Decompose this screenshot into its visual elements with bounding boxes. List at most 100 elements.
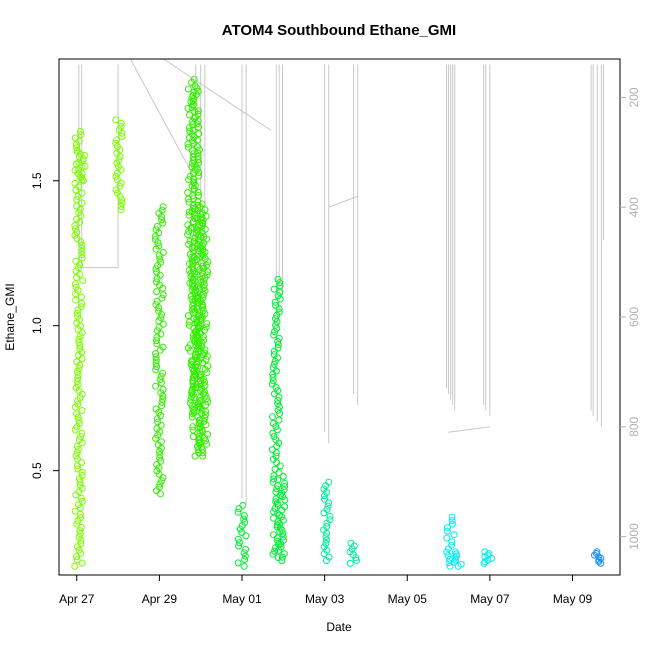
data-point xyxy=(78,429,86,437)
data-point xyxy=(198,300,206,308)
data-point xyxy=(152,301,160,309)
data-point xyxy=(485,550,493,557)
data-point xyxy=(195,123,202,131)
data-point xyxy=(273,324,281,332)
data-point xyxy=(200,290,207,298)
data-point xyxy=(240,549,248,557)
data-point xyxy=(202,437,209,445)
data-point xyxy=(274,397,282,404)
data-point xyxy=(186,399,194,407)
altitude-profile xyxy=(78,58,604,504)
data-point xyxy=(204,362,212,370)
data-point xyxy=(74,465,82,473)
data-point xyxy=(159,343,167,351)
data-point xyxy=(234,508,242,516)
data-point xyxy=(234,559,242,567)
data-point xyxy=(77,433,85,440)
data-point xyxy=(152,278,160,286)
data-point xyxy=(78,471,86,479)
data-point xyxy=(322,540,330,547)
data-point xyxy=(78,459,85,466)
data-point xyxy=(275,308,283,316)
data-point xyxy=(157,314,165,322)
data-point xyxy=(189,97,197,105)
data-point xyxy=(75,166,83,174)
data-point xyxy=(152,226,160,234)
data-point xyxy=(271,298,279,306)
data-point xyxy=(193,292,201,300)
data-point xyxy=(201,287,209,295)
data-point xyxy=(201,206,209,214)
data-point xyxy=(158,477,166,485)
data-point xyxy=(195,130,203,138)
x-tick-label: May 01 xyxy=(222,592,262,606)
data-point xyxy=(190,133,198,141)
data-point xyxy=(273,318,281,326)
data-point xyxy=(275,334,283,342)
data-point xyxy=(78,248,86,255)
data-point xyxy=(193,120,201,128)
data-point xyxy=(202,212,210,220)
data-point xyxy=(154,418,162,426)
data-point xyxy=(273,499,281,507)
data-point xyxy=(153,268,161,276)
data-point xyxy=(270,285,278,293)
data-point xyxy=(71,225,79,233)
data-point xyxy=(236,525,244,533)
data-point xyxy=(273,426,281,434)
data-point xyxy=(279,533,287,541)
data-point xyxy=(274,275,282,283)
data-point xyxy=(276,279,284,287)
data-point xyxy=(193,331,201,339)
data-point xyxy=(74,371,82,379)
data-point xyxy=(78,189,86,197)
altitude-profile-link xyxy=(163,58,272,131)
data-point xyxy=(445,559,453,567)
data-point xyxy=(77,523,85,531)
data-point xyxy=(184,189,192,197)
data-point xyxy=(450,558,458,566)
data-point xyxy=(76,527,84,535)
data-point xyxy=(268,446,276,454)
data-point xyxy=(73,520,81,528)
data-point xyxy=(158,294,166,302)
data-point xyxy=(274,509,281,517)
data-point xyxy=(189,433,197,441)
data-point xyxy=(274,400,282,408)
data-point xyxy=(74,381,82,389)
data-point xyxy=(325,553,333,561)
data-point xyxy=(79,277,87,285)
data-point xyxy=(199,303,206,311)
data-point xyxy=(158,379,165,387)
data-point xyxy=(198,222,206,230)
data-point xyxy=(204,398,212,406)
data-point xyxy=(200,281,208,289)
data-point xyxy=(117,206,125,214)
data-point xyxy=(188,244,196,252)
data-points xyxy=(71,75,605,570)
data-point xyxy=(203,235,211,243)
data-point xyxy=(190,179,198,186)
data-point xyxy=(324,502,332,510)
data-point xyxy=(76,530,84,538)
data-point xyxy=(270,433,278,440)
data-point xyxy=(184,143,192,151)
data-point xyxy=(276,282,284,290)
data-point xyxy=(73,442,81,450)
data-point xyxy=(152,359,160,367)
data-point xyxy=(276,410,284,417)
data-point xyxy=(270,472,278,480)
x-tick-label: Apr 27 xyxy=(59,592,95,606)
data-point xyxy=(155,483,163,491)
data-point xyxy=(193,165,201,173)
data-point xyxy=(481,548,489,556)
data-point xyxy=(271,547,279,555)
data-point xyxy=(197,317,205,324)
data-point xyxy=(157,490,164,498)
data-point xyxy=(325,478,333,486)
data-point xyxy=(188,361,196,369)
data-point xyxy=(269,429,277,437)
data-point xyxy=(78,170,86,178)
data-point xyxy=(159,395,167,403)
data-point xyxy=(81,151,89,159)
